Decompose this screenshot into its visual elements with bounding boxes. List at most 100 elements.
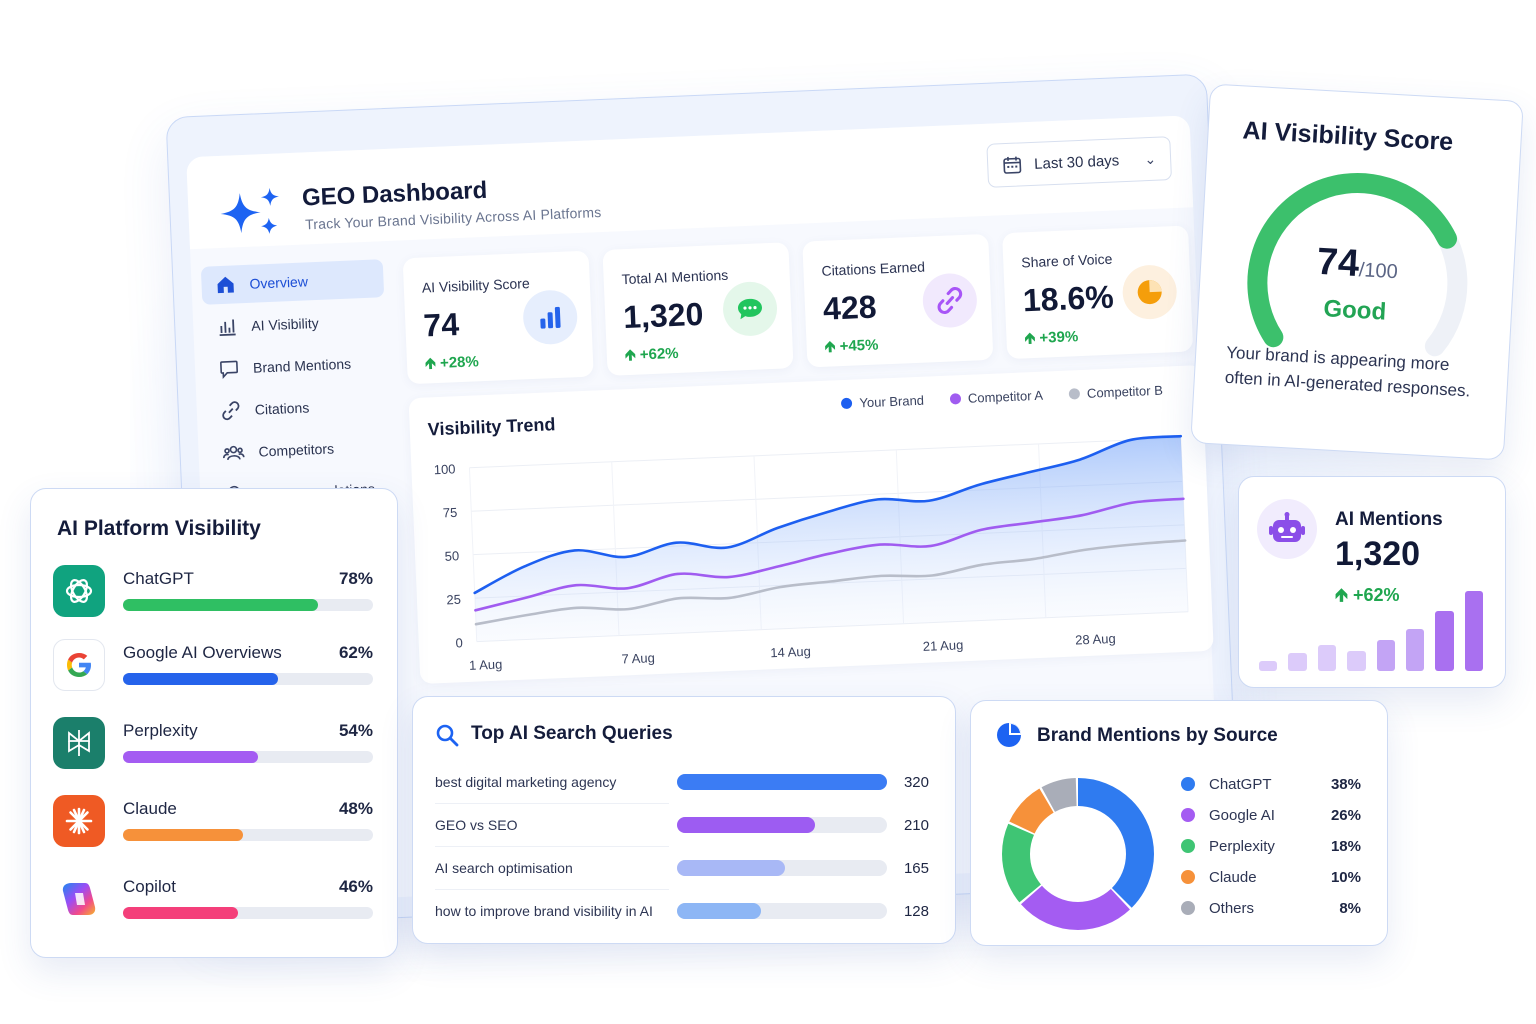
source-percent: 10% xyxy=(1330,868,1361,886)
platform-percent: 46% xyxy=(338,877,373,896)
query-bar-fill xyxy=(677,903,761,919)
card-title: Brand Mentions by Source xyxy=(1037,725,1278,746)
visibility-trend-chart: Visibility Trend Your Brand Competitor A… xyxy=(408,364,1214,684)
legend-dot xyxy=(1181,870,1195,884)
query-count: 128 xyxy=(903,902,929,920)
card-title: Top AI Search Queries xyxy=(471,723,673,744)
source-legend-item[interactable]: Google AI 26% xyxy=(1181,804,1361,826)
kpi-value: 18.6% xyxy=(1022,278,1115,319)
pie-chart-icon xyxy=(997,723,1021,747)
source-legend-item[interactable]: Claude 10% xyxy=(1181,866,1361,888)
series-area-your-brand xyxy=(474,436,1189,642)
series-line-your-brand xyxy=(473,434,1183,595)
link-icon xyxy=(921,272,978,329)
query-count: 165 xyxy=(903,859,929,877)
mentions-bar xyxy=(1259,661,1278,671)
mentions-bar-chart xyxy=(1259,591,1483,671)
source-legend-item[interactable]: Others 8% xyxy=(1181,897,1361,919)
sidebar-item-ai-visibility[interactable]: AI Visibility xyxy=(203,301,386,347)
kpi-card-visibility-score[interactable]: AI Visibility Score 74 🡹 +28% xyxy=(402,250,594,385)
platform-row-google[interactable]: Google AI Overviews 62% xyxy=(53,639,373,695)
query-bar xyxy=(677,903,887,919)
legend-dot xyxy=(1181,901,1195,915)
query-row[interactable]: how to improve brand visibility in AI 128 xyxy=(435,890,929,932)
source-legend-item[interactable]: ChatGPT 38% xyxy=(1181,773,1361,795)
kpi-label: AI Visibility Score xyxy=(421,275,531,296)
sparkle-logo-icon xyxy=(220,187,279,234)
query-row[interactable]: GEO vs SEO 210 xyxy=(435,804,929,846)
platform-row-chatgpt[interactable]: ChatGPT 78% xyxy=(53,565,373,621)
source-name: ChatGPT xyxy=(1209,775,1272,793)
sidebar-item-label: Competitors xyxy=(258,440,335,460)
platform-row-copilot[interactable]: Copilot 46% xyxy=(53,873,373,929)
source-legend-item[interactable]: Perplexity 18% xyxy=(1181,835,1361,857)
platform-name: Claude xyxy=(123,799,177,818)
y-tick-label: 0 xyxy=(455,635,463,650)
legend-dot xyxy=(1181,808,1195,822)
platform-progress xyxy=(123,673,373,685)
platform-percent: 62% xyxy=(338,643,373,662)
bar-chart-icon xyxy=(522,289,579,346)
platform-name: Perplexity xyxy=(123,721,198,740)
platform-row-claude[interactable]: Claude 48% xyxy=(53,795,373,851)
robot-icon xyxy=(1257,499,1317,559)
date-range-dropdown[interactable]: Last 30 days ⌄ xyxy=(986,136,1173,188)
card-title: AI Visibility Score xyxy=(1241,116,1454,157)
mentions-value: 1,320 xyxy=(1335,535,1421,573)
x-tick-label: 21 Aug xyxy=(922,637,963,654)
mentions-bar xyxy=(1405,628,1425,671)
chat-bubble-icon xyxy=(220,360,239,379)
copilot-logo-icon xyxy=(53,873,105,925)
sidebar-item-brand-mentions[interactable]: Brand Mentions xyxy=(204,343,387,389)
query-row[interactable]: AI search optimisation 165 xyxy=(435,847,929,889)
sidebar-item-overview[interactable]: Overview xyxy=(200,259,385,305)
source-name: Claude xyxy=(1209,868,1257,886)
platform-progress xyxy=(123,829,373,841)
source-name: Perplexity xyxy=(1209,837,1275,855)
kpi-card-citations[interactable]: Citations Earned 428 🡹 +45% xyxy=(802,233,994,368)
query-bar-fill xyxy=(677,860,786,876)
source-percent: 18% xyxy=(1330,837,1361,855)
score-gauge xyxy=(1247,173,1468,357)
mentions-by-source-card: Brand Mentions by Source ChatGPT 38% Googl… xyxy=(970,700,1388,946)
kpi-label: Share of Voice xyxy=(1020,250,1113,271)
y-tick-label: 25 xyxy=(446,592,461,608)
kpi-card-share-of-voice[interactable]: Share of Voice 18.6% 🡹 +39% xyxy=(1002,225,1194,360)
kpi-delta: 🡹 +28% xyxy=(424,353,480,373)
gauge-fill xyxy=(1247,173,1458,348)
platform-row-perplexity[interactable]: Perplexity 54% xyxy=(53,717,373,773)
sidebar-item-competitors[interactable]: Competitors xyxy=(208,427,391,473)
kpi-value: 1,320 xyxy=(622,295,705,336)
donut-slice-google-ai xyxy=(1002,778,1154,930)
bar-chart-icon xyxy=(219,319,236,336)
kpi-label: Citations Earned xyxy=(821,258,926,279)
legend-dot xyxy=(1181,839,1195,853)
mentions-bar xyxy=(1317,644,1337,671)
progress-fill xyxy=(123,599,318,611)
search-icon xyxy=(436,724,459,747)
kpi-card-total-mentions[interactable]: Total AI Mentions 1,320 🡹 +62% xyxy=(602,242,794,376)
visibility-score-card: AI Visibility Score 74/100 Good Your bra… xyxy=(1190,83,1524,461)
sidebar-item-citations[interactable]: Citations xyxy=(206,385,389,431)
home-icon xyxy=(217,276,234,294)
x-tick-label: 28 Aug xyxy=(1075,631,1116,648)
users-icon xyxy=(223,445,245,461)
source-percent: 8% xyxy=(1339,899,1361,917)
donut-slice-perplexity xyxy=(1002,778,1154,930)
mentions-label: AI Mentions xyxy=(1335,509,1443,530)
legend-dot xyxy=(1181,777,1195,791)
row-divider xyxy=(435,803,669,804)
dashboard-window: GEO Dashboard Track Your Brand Visibilit… xyxy=(165,73,1241,927)
query-row[interactable]: best digital marketing agency 320 xyxy=(435,761,929,803)
progress-fill xyxy=(123,829,243,841)
mentions-bar xyxy=(1376,639,1395,671)
card-title: AI Platform Visibility xyxy=(57,517,261,540)
donut-slice-chatgpt xyxy=(1002,778,1154,930)
x-tick-label: 1 Aug xyxy=(469,657,503,673)
series-line-competitor-b xyxy=(474,539,1187,626)
mentions-delta: 🡹 +62% xyxy=(1335,585,1400,605)
query-text: how to improve brand visibility in AI xyxy=(435,903,653,919)
source-donut-chart xyxy=(1002,778,1154,930)
kpi-label: Total AI Mentions xyxy=(621,266,729,288)
query-text: best digital marketing agency xyxy=(435,774,617,790)
